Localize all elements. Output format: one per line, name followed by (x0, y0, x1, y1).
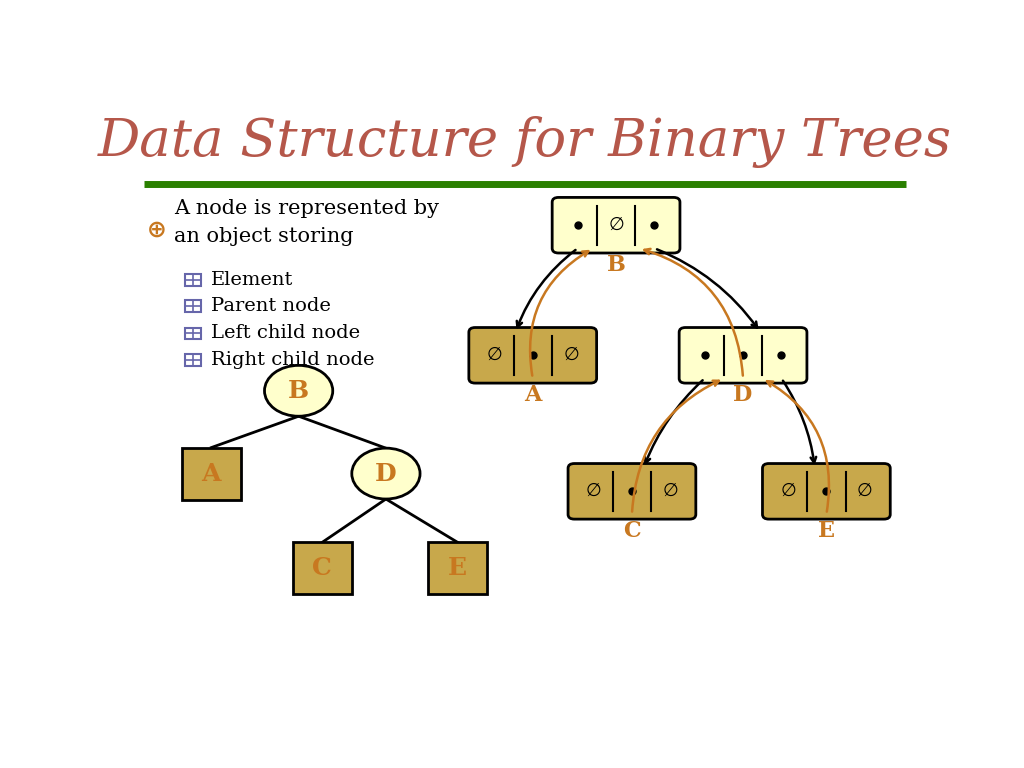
Bar (185, 327, 201, 339)
Bar (181, 448, 241, 500)
Circle shape (352, 449, 420, 499)
Text: D: D (375, 462, 396, 485)
Text: E: E (447, 556, 467, 580)
FancyBboxPatch shape (552, 197, 680, 253)
Text: C: C (624, 520, 641, 542)
Text: E: E (818, 520, 835, 542)
FancyBboxPatch shape (469, 327, 597, 383)
FancyBboxPatch shape (679, 327, 807, 383)
Text: ∅: ∅ (608, 217, 624, 234)
Text: C: C (312, 556, 333, 580)
Bar (185, 354, 201, 366)
Text: Parent node: Parent node (211, 297, 331, 315)
FancyBboxPatch shape (568, 464, 696, 519)
Bar (428, 542, 487, 594)
Circle shape (264, 366, 333, 416)
Text: ⊕: ⊕ (146, 217, 167, 241)
Bar (293, 542, 352, 594)
Text: A node is represented by
an object storing: A node is represented by an object stori… (174, 199, 439, 246)
Text: B: B (606, 254, 626, 276)
Text: Right child node: Right child node (211, 351, 374, 369)
FancyBboxPatch shape (763, 464, 890, 519)
Bar (185, 300, 201, 312)
Text: A: A (524, 384, 542, 406)
Text: ∅: ∅ (586, 482, 601, 500)
Bar (185, 273, 201, 286)
Text: ∅: ∅ (857, 482, 872, 500)
Text: Left child node: Left child node (211, 324, 359, 343)
Text: B: B (288, 379, 309, 402)
Text: ∅: ∅ (563, 346, 579, 364)
Text: ∅: ∅ (663, 482, 678, 500)
Text: Element: Element (211, 270, 293, 289)
Text: Data Structure for Binary Trees: Data Structure for Binary Trees (98, 117, 951, 168)
Text: ∅: ∅ (486, 346, 502, 364)
Text: A: A (202, 462, 221, 485)
Text: ∅: ∅ (780, 482, 796, 500)
Text: D: D (733, 384, 753, 406)
